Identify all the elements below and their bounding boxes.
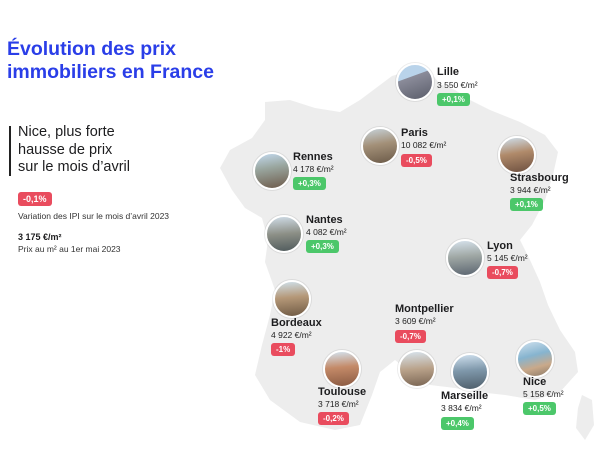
strasbourg-price: 3 944 €/m² bbox=[510, 185, 551, 195]
strasbourg-change-badge: +0,1% bbox=[510, 198, 543, 211]
lille-price: 3 550 €/m² bbox=[437, 80, 478, 90]
headline-line-3: sur le mois d’avril bbox=[18, 159, 130, 175]
lyon-price: 5 145 €/m² bbox=[487, 253, 528, 263]
headline-accent-bar bbox=[9, 126, 11, 176]
paris-change-badge: -0,5% bbox=[401, 154, 432, 167]
nice-name: Nice bbox=[523, 376, 547, 388]
montpellier-name: Montpellier bbox=[395, 303, 454, 315]
corsica-shape bbox=[576, 395, 594, 440]
rennes-photo bbox=[253, 152, 291, 190]
legend-price-label: Prix au m² au 1er mai 2023 bbox=[18, 243, 121, 254]
headline: Nice, plus forte hausse de prix sur le m… bbox=[18, 124, 178, 177]
info-panel: Nice, plus forte hausse de prix sur le m… bbox=[9, 124, 178, 255]
montpellier-change-badge: -0,7% bbox=[395, 330, 426, 343]
paris-price: 10 082 €/m² bbox=[401, 140, 447, 150]
marseille-change-badge: +0,4% bbox=[441, 417, 474, 430]
lille-name: Lille bbox=[437, 66, 460, 78]
lille-photo bbox=[396, 63, 434, 101]
rennes-name: Rennes bbox=[293, 151, 333, 163]
nantes-change-badge: +0,3% bbox=[306, 240, 339, 253]
marseille-name: Marseille bbox=[441, 390, 489, 402]
headline-line-1: Nice, plus forte bbox=[18, 124, 115, 140]
legend-variation-badge: -0,1% bbox=[18, 191, 52, 206]
paris-name: Paris bbox=[401, 127, 428, 139]
bordeaux-change-badge: -1% bbox=[271, 343, 296, 356]
toulouse-photo bbox=[323, 350, 361, 388]
page-title: Évolution des prix immobiliers en France bbox=[7, 38, 214, 84]
nantes-photo bbox=[265, 215, 303, 253]
nantes-price: 4 082 €/m² bbox=[306, 227, 347, 237]
bordeaux-photo bbox=[273, 280, 311, 318]
legend-price-value: 3 175 €/m² bbox=[18, 231, 62, 242]
bordeaux-price: 4 922 €/m² bbox=[271, 330, 312, 340]
toulouse-name: Toulouse bbox=[318, 386, 367, 398]
bordeaux-name: Bordeaux bbox=[271, 317, 322, 329]
lyon-photo bbox=[446, 239, 484, 277]
lyon-change-badge: -0,7% bbox=[487, 266, 518, 279]
nice-change-badge: +0,5% bbox=[523, 402, 556, 415]
lille-change-badge: +0,1% bbox=[437, 93, 470, 106]
toulouse-price: 3 718 €/m² bbox=[318, 399, 359, 409]
nantes-name: Nantes bbox=[306, 214, 343, 226]
lyon-name: Lyon bbox=[487, 240, 513, 252]
headline-line-2: hausse de prix bbox=[18, 141, 113, 158]
marseille-price: 3 834 €/m² bbox=[441, 403, 482, 413]
paris-photo bbox=[361, 127, 399, 165]
montpellier-photo bbox=[398, 350, 436, 388]
marseille-photo bbox=[451, 353, 489, 391]
rennes-price: 4 178 €/m² bbox=[293, 164, 334, 174]
rennes-change-badge: +0,3% bbox=[293, 177, 326, 190]
strasbourg-name: Strasbourg bbox=[510, 172, 569, 184]
title-line-2: immobiliers en France bbox=[7, 61, 214, 83]
toulouse-change-badge: -0,2% bbox=[318, 412, 349, 425]
strasbourg-photo bbox=[498, 136, 536, 174]
montpellier-price: 3 609 €/m² bbox=[395, 316, 436, 326]
nice-price: 5 158 €/m² bbox=[523, 389, 564, 399]
nice-photo bbox=[516, 340, 554, 378]
title-line-1: Évolution des prix bbox=[7, 38, 177, 60]
france-mainland-shape bbox=[220, 66, 578, 430]
legend-variation-label: Variation des IPI sur le mois d’avril 20… bbox=[18, 210, 170, 221]
